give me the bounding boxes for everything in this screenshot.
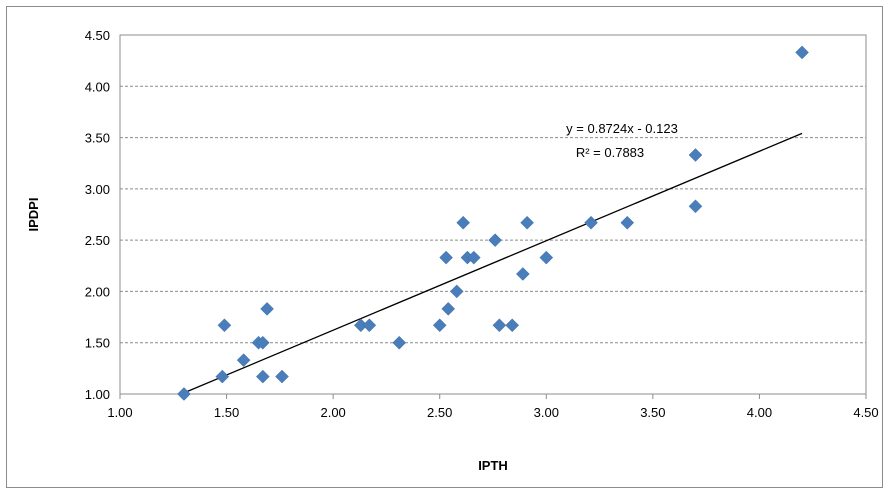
data-point <box>215 369 230 384</box>
x-axis-ticks: 1.00 1.50 2.00 2.50 3.00 3.50 4.00 4.50 <box>107 394 879 420</box>
trendline-r-squared: R² = 0.7883 <box>576 145 644 160</box>
data-point <box>515 267 530 281</box>
data-point <box>392 335 407 350</box>
y-tick-label: 4.50 <box>85 28 110 43</box>
x-tick-label: 4.50 <box>853 405 878 420</box>
y-tick-label: 1.50 <box>85 336 110 351</box>
y-tick-label: 3.00 <box>85 182 110 197</box>
y-tick-label: 4.00 <box>85 79 110 94</box>
x-tick-label: 3.00 <box>534 405 559 420</box>
data-point <box>439 250 453 265</box>
data-point <box>539 250 554 265</box>
data-point <box>492 318 507 333</box>
x-tick-label: 2.00 <box>320 405 345 420</box>
data-point <box>584 215 598 230</box>
plot-area-border <box>119 34 867 395</box>
trendline <box>183 132 803 394</box>
y-tick-label: 1.00 <box>85 387 110 402</box>
data-point <box>688 199 703 214</box>
data-point <box>255 335 270 350</box>
x-tick-label: 4.00 <box>747 405 772 420</box>
y-tick-label: 2.00 <box>85 284 110 299</box>
data-point <box>488 233 502 247</box>
data-point <box>441 302 456 316</box>
data-point <box>362 318 377 333</box>
gridlines <box>120 34 866 344</box>
y-tick-label: 2.50 <box>85 233 110 248</box>
data-point <box>449 284 464 299</box>
x-axis-title: IPTH <box>478 458 508 473</box>
data-point <box>520 215 534 230</box>
data-point <box>505 318 520 333</box>
x-tick-label: 3.50 <box>640 405 665 420</box>
data-point <box>217 318 232 333</box>
data-point <box>620 215 635 230</box>
data-point <box>795 45 809 60</box>
x-tick-label: 1.50 <box>214 405 239 420</box>
y-tick-label: 3.50 <box>85 131 110 146</box>
data-point <box>236 353 251 368</box>
data-point <box>177 387 191 401</box>
trendline-equation: y = 0.8724x - 0.123 <box>566 121 678 136</box>
data-points <box>177 45 809 401</box>
data-point <box>260 302 274 316</box>
x-tick-label: 2.50 <box>427 405 452 420</box>
data-point <box>466 250 481 265</box>
data-point <box>456 215 471 230</box>
y-axis-title: IPDPI <box>26 198 41 232</box>
data-point <box>432 318 447 333</box>
x-tick-label: 1.00 <box>107 405 132 420</box>
y-axis-ticks: 1.00 1.50 2.00 2.50 3.00 3.50 4.00 4.50 <box>85 28 110 402</box>
data-point <box>688 148 703 162</box>
data-point <box>255 369 270 384</box>
data-point <box>275 369 289 384</box>
